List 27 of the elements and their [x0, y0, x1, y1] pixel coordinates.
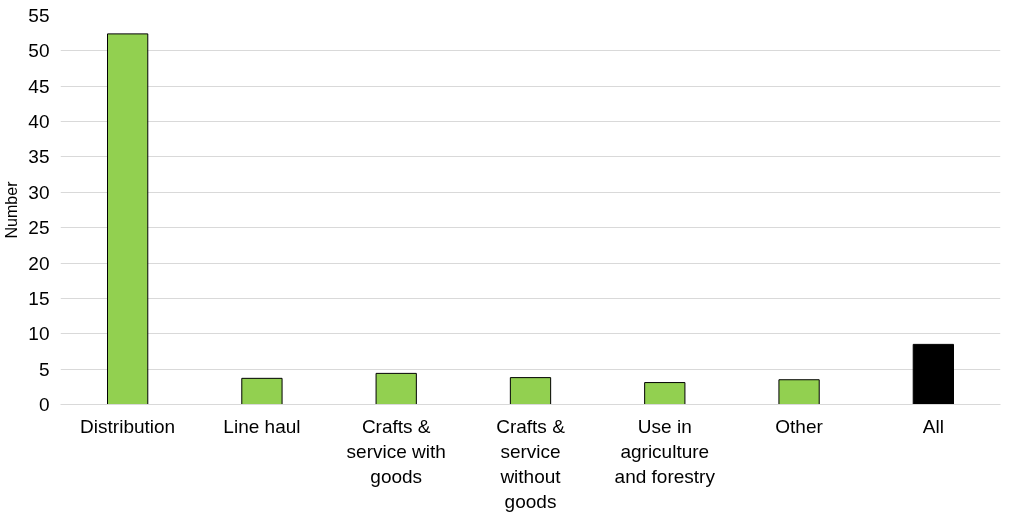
y-tick-label: 50 — [28, 40, 50, 62]
bar — [375, 372, 417, 405]
x-tick-label: Line haul — [223, 415, 301, 437]
y-tick-label: 30 — [28, 181, 50, 203]
y-tick-label: 35 — [28, 146, 50, 168]
x-tick-label: Crafts & service without goods — [496, 415, 566, 513]
y-axis-title: Number — [3, 180, 21, 239]
x-tick-label: Crafts & service with goods — [346, 415, 446, 487]
bar — [912, 343, 954, 405]
bar — [644, 382, 686, 405]
y-tick-label: 10 — [28, 323, 50, 345]
y-tick-label: 45 — [28, 75, 50, 97]
x-tick-label: Use in agriculture and forestry — [614, 415, 716, 487]
y-tick-label: 55 — [28, 5, 50, 26]
x-tick-label: Distribution — [80, 415, 176, 437]
bar — [107, 33, 149, 405]
bar — [509, 377, 552, 405]
y-tick-label: 20 — [28, 252, 50, 274]
y-tick-label: 25 — [28, 217, 50, 239]
y-tick-label: 0 — [38, 394, 50, 415]
bar — [778, 379, 820, 405]
x-tick-label: All — [922, 415, 944, 437]
y-tick-label: 15 — [28, 287, 50, 309]
y-tick-label: 5 — [38, 358, 50, 380]
y-tick-label: 40 — [28, 111, 50, 133]
x-tick-label: Other — [775, 415, 824, 437]
bar — [241, 377, 283, 405]
